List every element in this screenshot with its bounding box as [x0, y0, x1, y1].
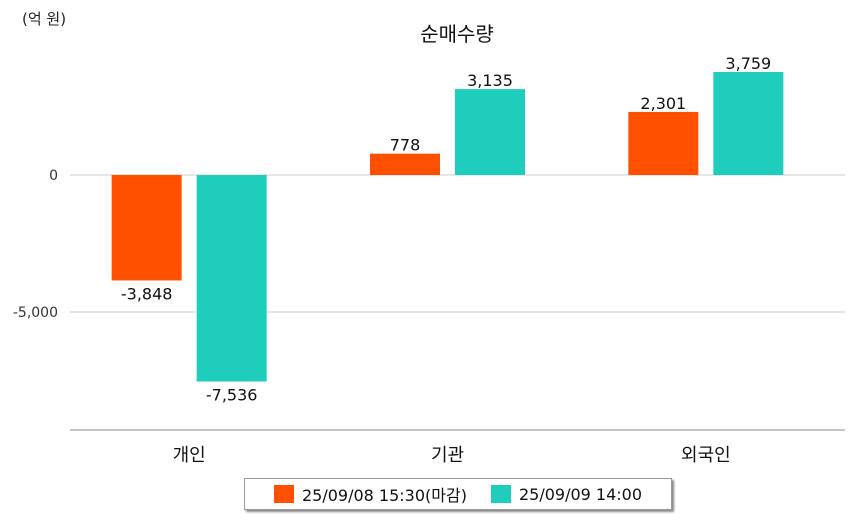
bar-2-3: [713, 72, 784, 175]
x-tick-label-3: 외국인: [681, 445, 731, 466]
value-label-1-1: -3,848: [121, 284, 173, 303]
chart-title: 순매수량: [420, 22, 494, 46]
legend: 25/09/08 15:30(마감) 25/09/09 14:00: [244, 478, 672, 510]
bar-2-2: [455, 89, 525, 175]
y-tick-label-1: -5,000: [13, 305, 58, 321]
value-label-2-1: -7,536: [206, 385, 258, 404]
legend-swatch-series-1: [273, 485, 294, 503]
bar-2-1: [196, 175, 267, 382]
x-tick-label-2: 기관: [431, 445, 464, 466]
x-tick-label-1: 개인: [173, 445, 206, 466]
value-label-2-3: 3,759: [725, 54, 771, 73]
bar-1-3: [628, 111, 699, 175]
legend-item-series-2[interactable]: 25/09/09 14:00: [490, 484, 643, 504]
legend-swatch-series-2: [490, 485, 511, 503]
legend-item-series-1[interactable]: 25/09/08 15:30(마감): [273, 482, 467, 506]
value-label-2-2: 3,135: [467, 71, 513, 90]
legend-label-series-2: 25/09/09 14:00: [518, 484, 643, 504]
unit-label: (억 원): [22, 10, 67, 28]
y-tick-label-0: 0: [49, 168, 58, 184]
bar-1-2: [370, 153, 440, 175]
value-label-1-2: 778: [390, 136, 421, 155]
value-label-1-3: 2,301: [640, 94, 686, 113]
bar-1-1: [111, 175, 182, 281]
legend-label-series-1: 25/09/08 15:30(마감): [301, 486, 467, 505]
